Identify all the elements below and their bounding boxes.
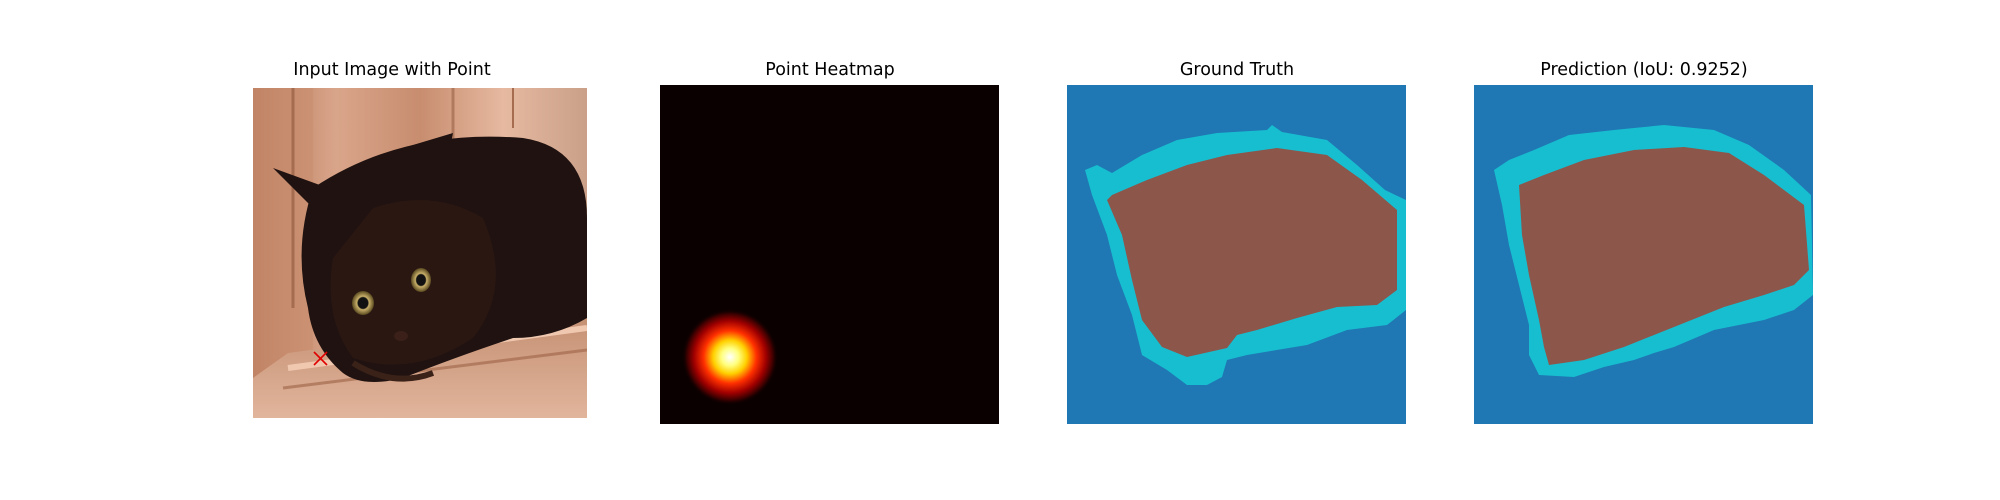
prediction-mask [1474, 85, 1813, 424]
x-mark-icon [313, 351, 328, 366]
prediction-title: Prediction (IoU: 0.9252) [1540, 60, 1748, 80]
input-image-panel [253, 88, 587, 418]
prediction-panel [1474, 85, 1813, 424]
ground-truth-mask [1067, 85, 1406, 424]
ground-truth-title: Ground Truth [1179, 60, 1295, 80]
heatmap-title: Point Heatmap [765, 60, 895, 80]
cat-photo [253, 88, 587, 418]
heatmap-panel [660, 85, 999, 424]
ground-truth-panel [1067, 85, 1406, 424]
input-image-title: Input Image with Point [293, 60, 491, 80]
heatmap-image [660, 85, 999, 424]
